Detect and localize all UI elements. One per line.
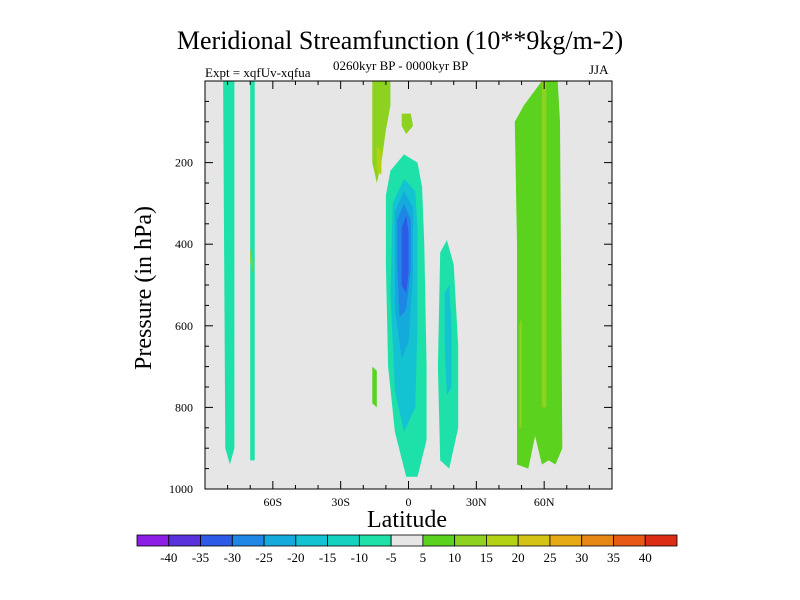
colorbar-swatch bbox=[613, 534, 646, 547]
y-tick-label: 600 bbox=[175, 319, 193, 333]
colorbar-label: -10 bbox=[351, 550, 368, 565]
colorbar-label: -40 bbox=[160, 550, 177, 565]
y-tick-label: 800 bbox=[175, 400, 193, 414]
y-tick-label: 1000 bbox=[169, 482, 193, 496]
colorbar-swatch bbox=[644, 534, 678, 547]
colorbar-swatch bbox=[486, 534, 519, 547]
contour-regions bbox=[223, 81, 563, 477]
colorbar-swatch bbox=[390, 534, 424, 547]
season-label: JJA bbox=[589, 62, 609, 77]
x-tick-label: 60S bbox=[263, 495, 282, 509]
colorbar-swatch bbox=[358, 534, 392, 547]
colorbar-swatch bbox=[454, 534, 487, 547]
colorbar-swatch bbox=[231, 534, 265, 547]
contour-region-nh-midlat-pos-10b bbox=[519, 317, 522, 428]
colorbar-label: 15 bbox=[480, 550, 493, 565]
colorbar-swatch bbox=[136, 534, 170, 547]
x-tick-label: 0 bbox=[406, 495, 412, 509]
colorbar-swatch bbox=[422, 534, 456, 547]
y-tick-label: 200 bbox=[175, 156, 193, 170]
colorbar-label: -20 bbox=[287, 550, 304, 565]
colorbar-label: 5 bbox=[420, 550, 427, 565]
x-tick-label: 30S bbox=[331, 495, 350, 509]
y-tick-label: 400 bbox=[175, 237, 193, 251]
colorbar-label: -5 bbox=[386, 550, 397, 565]
x-axis-label: Latitude bbox=[367, 507, 447, 533]
contour-region-nh-subtropical-neg-10 bbox=[444, 285, 452, 396]
colorbar-label: -15 bbox=[319, 550, 336, 565]
contour-region-nh-midlat-pos bbox=[514, 81, 563, 469]
contour-region-deep-equatorial-neg-25 bbox=[401, 215, 409, 294]
chart-title: Meridional Streamfunction (10**9kg/m-2) bbox=[176, 26, 624, 55]
colorbar-swatch bbox=[581, 534, 614, 547]
colorbar-label: 25 bbox=[543, 550, 556, 565]
contour-region-nh-midlat-pos-10 bbox=[541, 81, 547, 408]
colorbar-label: 30 bbox=[575, 550, 588, 565]
colorbar-swatch bbox=[517, 534, 551, 547]
colorbar-swatch bbox=[168, 534, 201, 547]
contour-region-southern-small-pos bbox=[372, 366, 377, 408]
colorbar-label: 40 bbox=[639, 550, 652, 565]
x-tick-label: 30N bbox=[466, 495, 487, 509]
colorbar-swatch bbox=[549, 534, 583, 547]
colorbar-swatch bbox=[263, 534, 297, 547]
colorbar-label: -25 bbox=[255, 550, 272, 565]
colorbar: -40 -35 -30 -25 -20 -15 -10 -5 5 10 15 20 25 30 35 40 bbox=[136, 534, 678, 565]
colorbar-swatch bbox=[295, 534, 328, 547]
colorbar-swatch bbox=[200, 534, 233, 547]
colorbar-swatch bbox=[327, 534, 360, 547]
experiment-label: Expt = xqfUv-xqfua bbox=[205, 65, 311, 80]
colorbar-label: -35 bbox=[192, 550, 209, 565]
colorbar-label: -30 bbox=[224, 550, 241, 565]
contour-region-southern-high-lat-cell-a bbox=[223, 81, 235, 465]
y-axis-label: Pressure (in hPa) bbox=[131, 206, 157, 370]
period-label: 0260kyr BP - 0000kyr BP bbox=[333, 58, 469, 73]
colorbar-label: 20 bbox=[512, 550, 525, 565]
contour-region-southern-subtropics-pos bbox=[250, 248, 253, 273]
x-tick-label: 60N bbox=[534, 495, 555, 509]
colorbar-label: 35 bbox=[607, 550, 620, 565]
axis-ticks: 60S 30S 0 30N 60N 200 400 600 800 1000 bbox=[169, 81, 612, 509]
colorbar-label: 10 bbox=[448, 550, 461, 565]
contour-region-upper-equatorial-pos-core bbox=[376, 146, 382, 175]
contour-region-upper-equatorial-pos-b bbox=[401, 113, 413, 134]
